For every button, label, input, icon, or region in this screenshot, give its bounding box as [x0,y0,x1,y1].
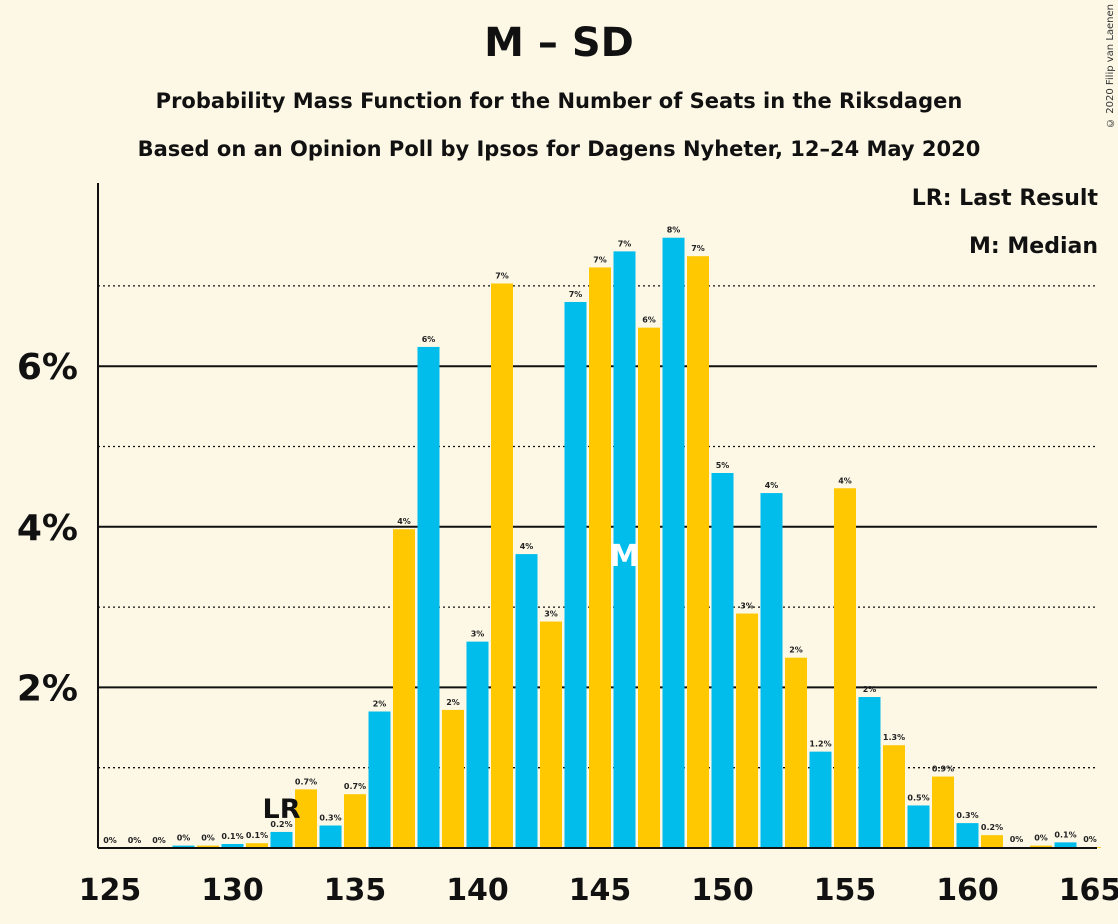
x-tick-label: 145 [569,873,632,908]
x-tick-label: 165 [1059,873,1118,908]
bar-label-seat-146: 7% [618,239,632,248]
bar-seat-161 [981,835,1003,848]
bar-seat-141 [491,283,513,849]
bar-label-seat-150: 5% [716,461,730,470]
bar-seat-131 [246,843,268,848]
bar-seat-155 [834,488,856,848]
bar-label-seat-154: 1.2% [809,740,831,749]
bar-seat-159 [932,776,954,848]
bar-seat-144 [564,301,587,849]
last-result-marker: LR [263,794,301,825]
chart-subtitle: Probability Mass Function for the Number… [155,89,963,113]
bar-seat-164 [1054,842,1077,848]
bar-label-seat-137: 4% [397,517,411,526]
bar-seat-140 [466,641,489,848]
bar-label-seat-155: 4% [838,476,852,485]
bar-label-seat-143: 3% [544,610,558,619]
bar-label-seat-156: 2% [863,685,877,694]
x-tick-label: 135 [324,873,387,908]
bar-label-seat-130: 0.1% [221,832,243,841]
chart-title: M – SD [484,20,634,66]
bar-seat-147 [638,327,660,848]
bar-seat-128 [172,845,195,848]
bar-label-seat-132: 0.2% [270,820,292,829]
bar-seat-137 [393,529,415,848]
bar-seat-142 [515,554,538,848]
bar-seat-139 [442,709,464,848]
bar-label-seat-142: 4% [520,542,534,551]
bar-seat-138 [417,346,440,848]
bar-label-seat-152: 4% [765,481,779,490]
bar-seat-133 [295,789,317,848]
bar-label-seat-127: 0% [152,836,166,845]
bar-label-seat-141: 7% [495,271,509,280]
bar-label-seat-125: 0% [103,836,117,845]
bar-seat-153 [785,657,807,848]
bar-label-seat-147: 6% [642,316,656,325]
bar-seat-129 [197,845,219,848]
median-marker: M [610,539,640,574]
bar-label-seat-163: 0% [1034,834,1048,843]
bar-label-seat-157: 1.3% [883,733,905,742]
bar-seat-150 [711,472,734,848]
bar-seat-152 [760,493,783,848]
bar-label-seat-164: 0.1% [1054,830,1076,839]
x-tick-label: 130 [201,873,264,908]
chart-subtitle-2: Based on an Opinion Poll by Ipsos for Da… [137,137,981,161]
y-tick-label: 4% [17,508,78,549]
bar-label-seat-129: 0% [201,834,215,843]
bar-label-seat-134: 0.3% [319,814,341,823]
bar-seat-163 [1030,845,1052,848]
legend-median: M: Median [969,234,1098,259]
bar-seat-143 [540,621,562,848]
bar-seat-146 [613,251,636,849]
bar-label-seat-148: 8% [667,226,681,235]
bar-label-seat-131: 0.1% [246,831,268,840]
bar-label-seat-158: 0.5% [907,793,929,802]
bar-label-seat-153: 2% [789,646,803,655]
legend-last-result: LR: Last Result [911,186,1098,211]
y-tick-label: 2% [17,668,78,709]
bar-seat-132 [270,831,293,848]
bar-label-seat-138: 6% [422,335,436,344]
bar-seat-158 [907,805,930,848]
x-tick-label: 160 [936,873,999,908]
bar-seat-148 [662,237,685,849]
bar-seat-157 [883,745,905,848]
bar-label-seat-135: 0.7% [344,782,366,791]
bar-seat-145 [589,267,611,848]
bar-seat-154 [809,751,832,848]
bar-label-seat-128: 0% [177,834,191,843]
bar-label-seat-165: 0% [1083,835,1097,844]
bar-label-seat-140: 3% [471,630,485,639]
bar-label-seat-159: 0.9% [932,765,954,774]
bar-label-seat-160: 0.3% [956,811,978,820]
bar-label-seat-162: 0% [1010,835,1024,844]
bar-label-seat-149: 7% [691,244,705,253]
bar-seat-136 [368,711,391,848]
bar-seat-156 [858,697,881,848]
bar-label-seat-139: 2% [446,698,460,707]
bar-label-seat-126: 0% [128,836,142,845]
bar-seat-151 [736,613,758,848]
bar-label-seat-144: 7% [569,290,583,299]
bar-seat-134 [319,825,342,848]
bar-seat-160 [956,823,979,848]
bar-label-seat-151: 3% [740,602,754,611]
x-tick-label: 155 [814,873,877,908]
bar-seat-135 [344,794,366,848]
x-tick-label: 125 [79,873,142,908]
y-tick-label: 6% [17,347,78,388]
bar-label-seat-145: 7% [593,255,607,264]
x-tick-label: 140 [446,873,509,908]
bar-label-seat-136: 2% [373,699,387,708]
x-tick-label: 150 [691,873,754,908]
bar-label-seat-133: 0.7% [295,777,317,786]
bar-label-seat-161: 0.2% [981,823,1003,832]
bar-seat-130 [221,843,244,848]
bar-seat-149 [687,256,709,849]
